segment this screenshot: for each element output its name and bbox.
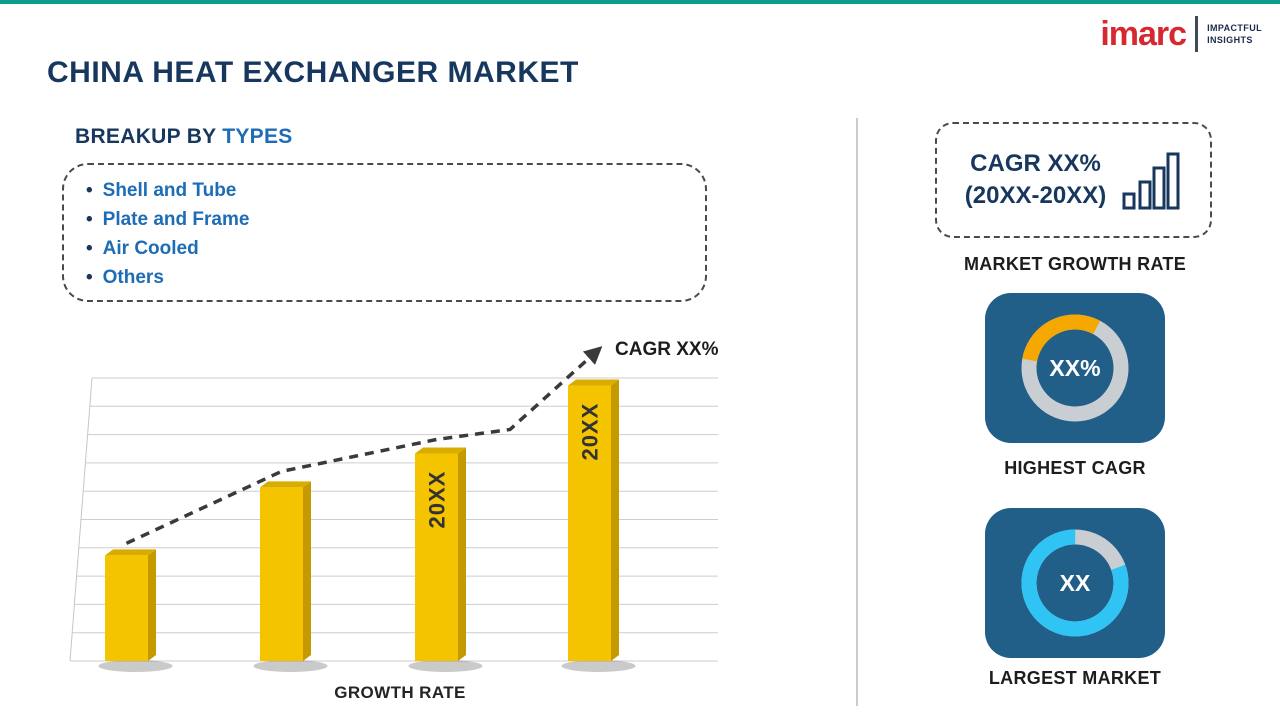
bar-chart-icon (1122, 152, 1180, 210)
donut-highest-cagr: XX% (1021, 314, 1129, 422)
svg-text:XX%: XX% (1049, 355, 1100, 381)
types-box: Shell and Tube Plate and Frame Air Coole… (62, 163, 707, 302)
growth-card-line1: CAGR XX% (970, 149, 1101, 177)
list-item: Plate and Frame (86, 205, 683, 234)
donut-largest-market: XX (1021, 529, 1129, 637)
svg-text:XX: XX (1060, 570, 1091, 596)
imarc-logo: imarc IMPACTFUL INSIGHTS (1100, 16, 1262, 52)
logo-separator (1195, 16, 1199, 52)
top-accent-line (0, 0, 1280, 4)
market-growth-rate-card: CAGR XX% (20XX-20XX) (935, 122, 1212, 238)
growth-chart: 20XX 20XX CAGR XX% GROWTH RATE (65, 333, 735, 715)
growth-card-line2: (20XX-20XX) (964, 182, 1107, 209)
caption-highest-cagr: HIGHEST CAGR (1004, 458, 1146, 478)
breakup-heading: BREAKUP BY TYPES (75, 125, 293, 149)
growth-bar-chart: 20XX 20XX (69, 346, 718, 672)
logo-tagline: IMPACTFUL INSIGHTS (1207, 22, 1262, 46)
svg-text:20XX: 20XX (425, 471, 450, 529)
types-list: Shell and Tube Plate and Frame Air Coole… (86, 176, 683, 292)
page-title: CHINA HEAT EXCHANGER MARKET (47, 56, 579, 89)
list-item: Others (86, 263, 683, 292)
tile-highest-cagr: XX% (985, 293, 1165, 443)
breakup-heading-highlight: TYPES (222, 125, 293, 148)
breakup-heading-prefix: BREAKUP BY (75, 125, 223, 148)
tile-largest-market: XX (985, 508, 1165, 658)
logo-tagline-line2: INSIGHTS (1207, 35, 1253, 45)
cagr-trend-label: CAGR XX% (615, 339, 719, 360)
logo-wordmark: imarc (1100, 15, 1187, 53)
chart-xaxis-label: GROWTH RATE (334, 683, 466, 702)
list-item: Shell and Tube (86, 176, 683, 205)
list-item: Air Cooled (86, 234, 683, 263)
svg-text:20XX: 20XX (578, 403, 603, 461)
caption-market-growth-rate: MARKET GROWTH RATE (963, 254, 1187, 274)
caption-largest-market: LARGEST MARKET (988, 668, 1162, 688)
growth-card-text: CAGR XX% (20XX-20XX) (965, 148, 1106, 213)
vertical-divider (856, 118, 858, 706)
logo-tagline-line1: IMPACTFUL (1207, 22, 1262, 33)
